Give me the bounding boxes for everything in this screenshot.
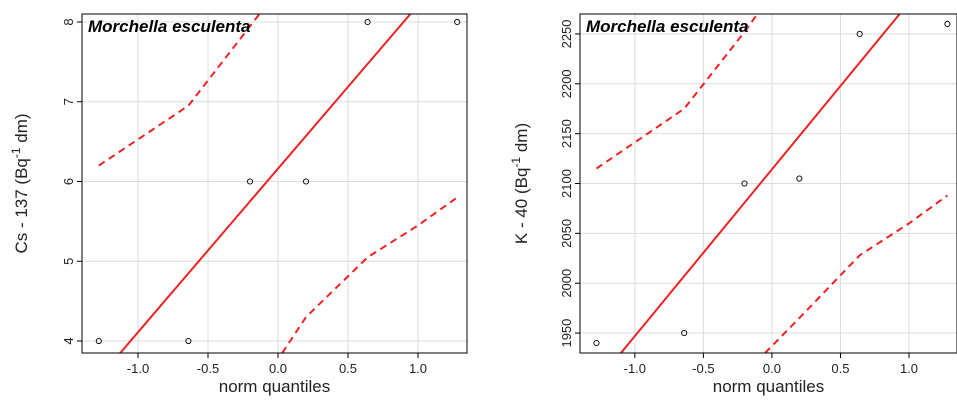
data-point-2 <box>741 180 748 187</box>
y-tick-label-4: 2150 <box>559 119 574 148</box>
data-point-0 <box>95 337 102 345</box>
x-axis-label: norm quantiles <box>713 377 825 396</box>
qq-reference-line <box>619 14 901 353</box>
x-tick-label-1: -0.5 <box>197 361 219 376</box>
plot-title: Morchella esculenta <box>88 17 251 36</box>
data-point-5 <box>454 18 461 26</box>
y-tick-label-3: 7 <box>61 98 76 105</box>
confidence-envelope-lower <box>764 194 948 353</box>
y-tick-label-0: 1950 <box>559 319 574 348</box>
confidence-envelope-lower <box>281 196 458 353</box>
y-axis-label-superscript: -1 <box>9 147 23 158</box>
qq-panel-1: -1.0 -0.5 0.0 0.5 1.0 4 5 6 7 8 norm quantiles Cs -… <box>9 13 468 396</box>
x-tick-label-0: -1.0 <box>127 361 149 376</box>
x-tick-label-3: 0.5 <box>339 361 357 376</box>
y-axis-label: Cs - 137 (Bq-1 dm) <box>9 113 31 253</box>
x-tick-label-0: -1.0 <box>624 361 646 376</box>
plot-area <box>82 14 467 353</box>
y-tick-label-0: 4 <box>61 337 76 344</box>
data-point-2 <box>246 178 254 185</box>
y-tick-label-1: 5 <box>61 258 76 265</box>
y-tick-label-5: 2200 <box>559 69 574 98</box>
y-tick-label-3: 2100 <box>559 169 574 198</box>
data-point-1 <box>185 337 192 345</box>
y-axis-label: K - 40 (Bq-1 dm) <box>509 123 531 244</box>
y-axis-label-tail: dm) <box>512 123 531 157</box>
y-axis-label-tail: dm) <box>12 113 31 147</box>
data-point-4 <box>856 30 863 37</box>
y-tick-label-6: 2250 <box>559 19 574 48</box>
x-tick-label-3: 0.5 <box>831 361 849 376</box>
y-tick-label-2: 2050 <box>559 219 574 248</box>
x-tick-label-1: -0.5 <box>692 361 714 376</box>
data-point-4 <box>364 18 371 26</box>
x-tick-label-2: 0.0 <box>269 361 287 376</box>
qq-reference-line <box>118 14 412 353</box>
plot-frame <box>81 13 468 354</box>
plot-area <box>580 14 957 353</box>
data-point-0 <box>593 339 600 347</box>
y-tick-label-1: 2000 <box>559 269 574 298</box>
y-axis-label-superscript: -1 <box>509 157 523 168</box>
data-point-3 <box>796 175 803 182</box>
y-tick-label-2: 6 <box>61 178 76 185</box>
x-tick-label-2: 0.0 <box>763 361 781 376</box>
x-tick-label-4: 1.0 <box>900 361 918 376</box>
data-point-5 <box>944 20 951 28</box>
x-tick-label-4: 1.0 <box>409 361 427 376</box>
qq-panel-2: -1.0 -0.5 0.0 0.5 1.0 1950 2000 2050 2100 2150 220… <box>509 13 957 396</box>
y-tick-label-4: 8 <box>61 18 76 25</box>
x-axis-label: norm quantiles <box>219 377 331 396</box>
data-point-1 <box>681 330 688 337</box>
confidence-envelope-upper <box>595 14 759 170</box>
y-axis-label-main: K - 40 (Bq <box>512 168 531 245</box>
y-axis-label-main: Cs - 137 (Bq <box>12 158 31 253</box>
plot-title: Morchella esculenta <box>586 17 749 36</box>
data-point-3 <box>302 178 310 185</box>
